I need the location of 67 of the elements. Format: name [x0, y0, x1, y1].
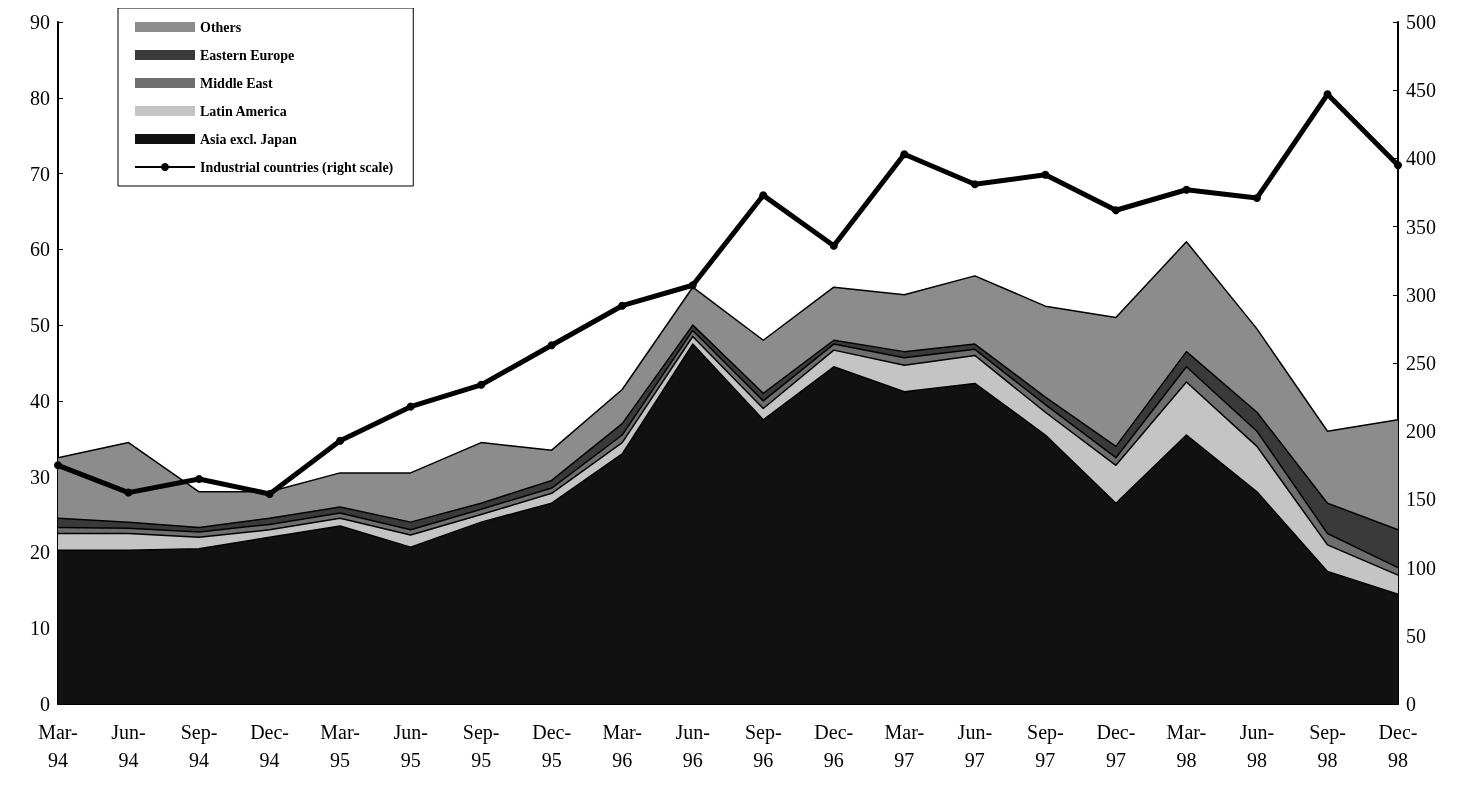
x-tick-label: Jun-97: [957, 721, 993, 771]
x-tick-label: Jun-96: [675, 721, 710, 771]
point: [688, 281, 697, 290]
point: [1111, 206, 1120, 215]
x-tick-label: Jun-95: [393, 721, 428, 771]
y2-tick-label: 100: [1406, 556, 1436, 579]
point: [1394, 161, 1402, 170]
legend-label: Others: [200, 19, 242, 35]
point: [900, 150, 909, 159]
x-tick-label: Sep-94: [180, 721, 218, 771]
x-tick-label: Sep-95: [462, 721, 500, 771]
x-tick-label: Mar-98: [1166, 721, 1207, 771]
y-tick-label: 90: [30, 11, 50, 33]
y2-tick-label: 350: [1406, 215, 1436, 238]
point: [970, 180, 979, 189]
y2-tick-label: 150: [1406, 488, 1436, 511]
y-tick-label: 60: [30, 238, 50, 261]
y-tick-label: 40: [30, 389, 50, 412]
y2-tick-label: 0: [1406, 693, 1416, 715]
x-tick-label: Dec-94: [250, 721, 290, 771]
y2-tick-label: 200: [1406, 420, 1436, 443]
point: [1252, 193, 1261, 202]
x-tick-label: Sep-98: [1309, 721, 1346, 771]
y-tick-label: 70: [30, 162, 50, 185]
x-tick-label: Mar-96: [602, 721, 643, 771]
legend-label: Latin America: [200, 103, 287, 119]
y-tick-label: 30: [30, 465, 50, 488]
y2-tick-label: 50: [1406, 624, 1426, 647]
y-tick-label: 20: [30, 541, 50, 564]
point: [759, 191, 768, 200]
point: [265, 489, 274, 498]
y2-tick-label: 300: [1406, 283, 1436, 306]
y2-tick-label: 250: [1406, 352, 1436, 374]
y-tick-label: 0: [40, 693, 50, 715]
point: [195, 474, 204, 483]
x-tick-label: Dec-95: [532, 721, 572, 771]
legend-label: Eastern Europe: [200, 47, 295, 63]
x-tick-label: Dec-96: [814, 721, 854, 771]
point: [336, 436, 345, 445]
point: [547, 341, 556, 350]
x-tick-label: Jun-94: [111, 721, 146, 771]
y-tick-label: 50: [30, 314, 50, 337]
point: [54, 461, 62, 470]
point: [477, 380, 486, 389]
x-tick-label: Dec-98: [1378, 721, 1418, 771]
y2-tick-label: 450: [1406, 79, 1436, 102]
legend-label: Industrial countries (right scale): [200, 159, 394, 176]
point: [1182, 185, 1191, 194]
legend-label: Middle East: [200, 75, 274, 91]
x-tick-label: Mar-95: [320, 721, 360, 771]
point: [829, 241, 838, 250]
x-tick-label: Sep-96: [744, 721, 782, 771]
y-tick-label: 10: [30, 617, 50, 640]
point: [618, 301, 627, 310]
legend-label: Asia excl. Japan: [200, 131, 298, 147]
point: [124, 488, 133, 497]
point: [406, 402, 415, 411]
x-tick-label: Sep-97: [1027, 721, 1064, 771]
y2-tick-label: 500: [1406, 11, 1436, 33]
x-tick-label: Dec-97: [1096, 721, 1136, 771]
point: [1323, 90, 1332, 99]
y2-tick-label: 400: [1406, 147, 1436, 170]
point: [1041, 170, 1050, 179]
y-tick-label: 80: [30, 86, 50, 109]
x-tick-label: Jun-98: [1239, 721, 1275, 771]
x-tick-label: Mar-97: [884, 721, 925, 771]
x-tick-label: Mar-94: [38, 721, 78, 771]
